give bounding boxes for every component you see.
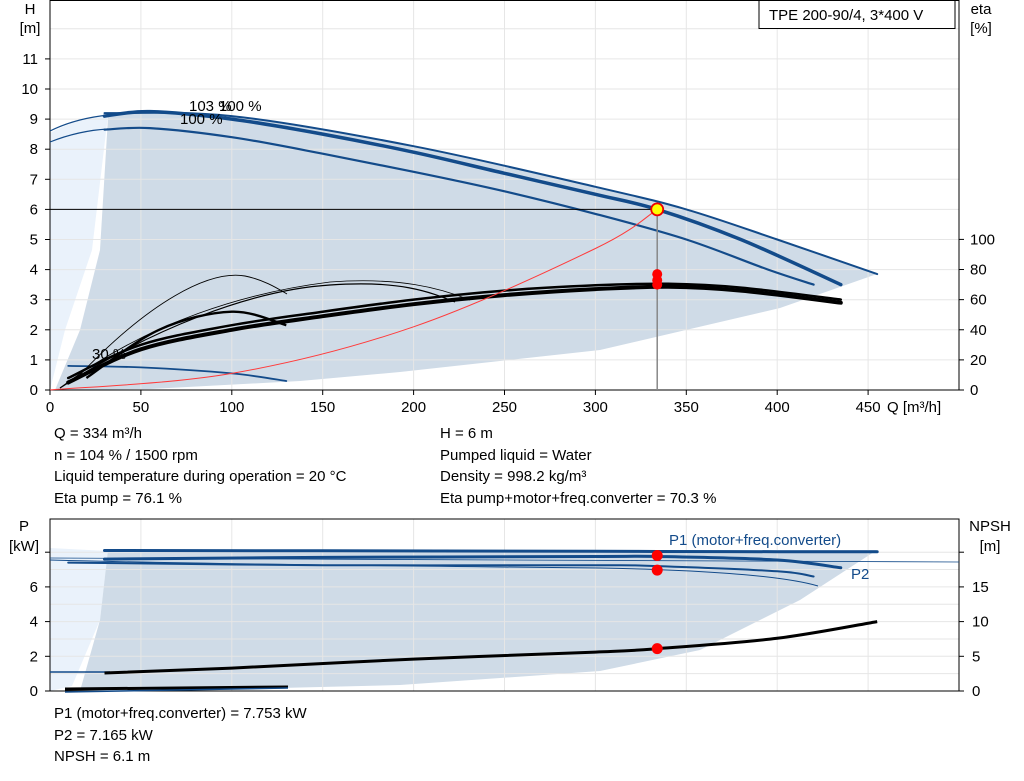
eta-tick-label: 80: [970, 262, 987, 279]
power-operating-area: [80, 550, 877, 691]
info-flow: Q = 334 m³/h: [54, 425, 142, 442]
y-tick-label: 6: [30, 201, 38, 218]
pump-model-label: TPE 200-90/4, 3*400 V: [769, 7, 923, 24]
head-area-light: [50, 115, 108, 390]
series-line: [66, 284, 843, 385]
x-tick-label: 250: [492, 399, 517, 416]
info-liquid: Pumped liquid = Water: [440, 446, 592, 464]
y-tick-label: 2: [30, 322, 38, 339]
info-head: H = 6 m: [440, 425, 493, 442]
y-tick-label: 11: [22, 51, 38, 68]
y-tick-label: 9: [30, 111, 38, 128]
power-area-light: [50, 548, 108, 691]
p1-curve-label: P1 (motor+freq.converter): [669, 532, 841, 549]
info-p2: P2 = 7.165 kW: [54, 726, 153, 744]
series-line: [49, 208, 658, 391]
series-line: [59, 280, 471, 389]
series-line: [49, 128, 109, 143]
eta-tick-label: 100: [970, 231, 995, 248]
npsh-duty-marker: [651, 643, 663, 655]
y-tick-label: 7: [30, 171, 38, 188]
p2-duty-marker: [651, 564, 663, 576]
series-line: [104, 620, 878, 675]
eta-tick-label: 20: [970, 352, 987, 369]
p-tick-label: 2: [30, 648, 38, 665]
eta-axis-label-line2: [%]: [970, 20, 992, 37]
series-line: [49, 559, 819, 587]
x-axis-label: Q [m³/h]: [887, 399, 941, 416]
x-tick-label: 0: [46, 399, 54, 416]
y-axis-label-line1: H: [25, 1, 36, 18]
series-line: [67, 561, 815, 578]
x-tick-label: 450: [856, 399, 881, 416]
info-speed: n = 104 % / 1500 rpm: [54, 446, 198, 464]
y-tick-label: 8: [30, 141, 38, 158]
info-eta-pump: Eta pump = 76.1 %: [54, 489, 182, 507]
info-p1: P1 (motor+freq.converter) = 7.753 kW: [54, 705, 307, 722]
curve-label-nominal: 100 %: [180, 111, 223, 128]
p2-curve-label: P2: [851, 566, 869, 583]
p1-duty-marker: [651, 550, 663, 562]
model-box: [758, 0, 956, 29]
series-line: [103, 554, 843, 570]
eta-axis-label-line1: eta: [971, 1, 993, 18]
x-tick-label: 400: [765, 399, 790, 416]
y-tick-label: 3: [30, 292, 38, 309]
curve-label-max: 103 %: [189, 98, 232, 115]
info-eta-total: Eta pump+motor+freq.converter = 70.3 %: [440, 489, 717, 507]
p-tick-label: 6: [30, 579, 38, 596]
y-axis-label-line2: [m]: [20, 20, 41, 37]
info-npsh: NPSH = 6.1 m: [54, 748, 151, 765]
p-axis-label-line2: [kW]: [9, 538, 39, 555]
info-density: Density = 998.2 kg/m³: [440, 468, 587, 485]
series-line: [64, 685, 289, 691]
x-tick-label: 300: [583, 399, 608, 416]
npsh-axis-label-line1: NPSH: [969, 518, 1011, 535]
y-tick-label: 10: [21, 81, 38, 98]
eta-tick-label: 60: [970, 292, 987, 309]
npsh-tick-label: 10: [972, 614, 989, 631]
x-tick-label: 100: [219, 399, 244, 416]
p-axis-label-line1: P: [19, 518, 29, 535]
series-line: [85, 310, 287, 379]
x-tick-label: 50: [133, 399, 150, 416]
series-line: [103, 549, 879, 554]
info-temperature: Liquid temperature during operation = 20…: [54, 468, 347, 485]
series-line: [103, 111, 879, 276]
y-tick-label: 5: [30, 232, 38, 249]
x-tick-label: 350: [674, 399, 699, 416]
y-tick-label: 0: [30, 382, 38, 399]
eta-tick-label: 0: [970, 382, 978, 399]
npsh-tick-label: 15: [972, 579, 989, 596]
npsh-axis-label-line2: [m]: [980, 538, 1001, 555]
npsh-tick-label: 0: [972, 683, 980, 700]
x-tick-label: 150: [310, 399, 335, 416]
duty-point-marker: [650, 202, 665, 217]
power-plot-frame: [49, 518, 960, 692]
x-tick-label: 200: [401, 399, 426, 416]
p-tick-label: 0: [30, 683, 38, 700]
eta-tick-label: 40: [970, 322, 987, 339]
series-line: [66, 282, 843, 380]
curve-label-speed: 100 %: [219, 98, 262, 115]
series-line: [103, 126, 815, 286]
y-tick-label: 1: [30, 352, 38, 369]
p-tick-label: 4: [30, 614, 38, 631]
curve-label-min: 30 %: [92, 346, 126, 363]
series-line: [102, 109, 843, 287]
eta-duty-marker: [652, 279, 663, 290]
y-tick-label: 4: [30, 262, 38, 279]
series-line: [74, 274, 288, 381]
head-operating-area: [55, 112, 878, 390]
series-line: [64, 687, 289, 693]
npsh-tick-label: 5: [972, 648, 980, 665]
duty-info-left: Q = 334 m³/h n = 104 % / 1500 rpm Liquid…: [54, 423, 346, 509]
duty-info-bottom: P1 (motor+freq.converter) = 7.753 kW P2 …: [54, 703, 307, 768]
duty-info-right: H = 6 m Pumped liquid = Water Density = …: [440, 423, 716, 509]
